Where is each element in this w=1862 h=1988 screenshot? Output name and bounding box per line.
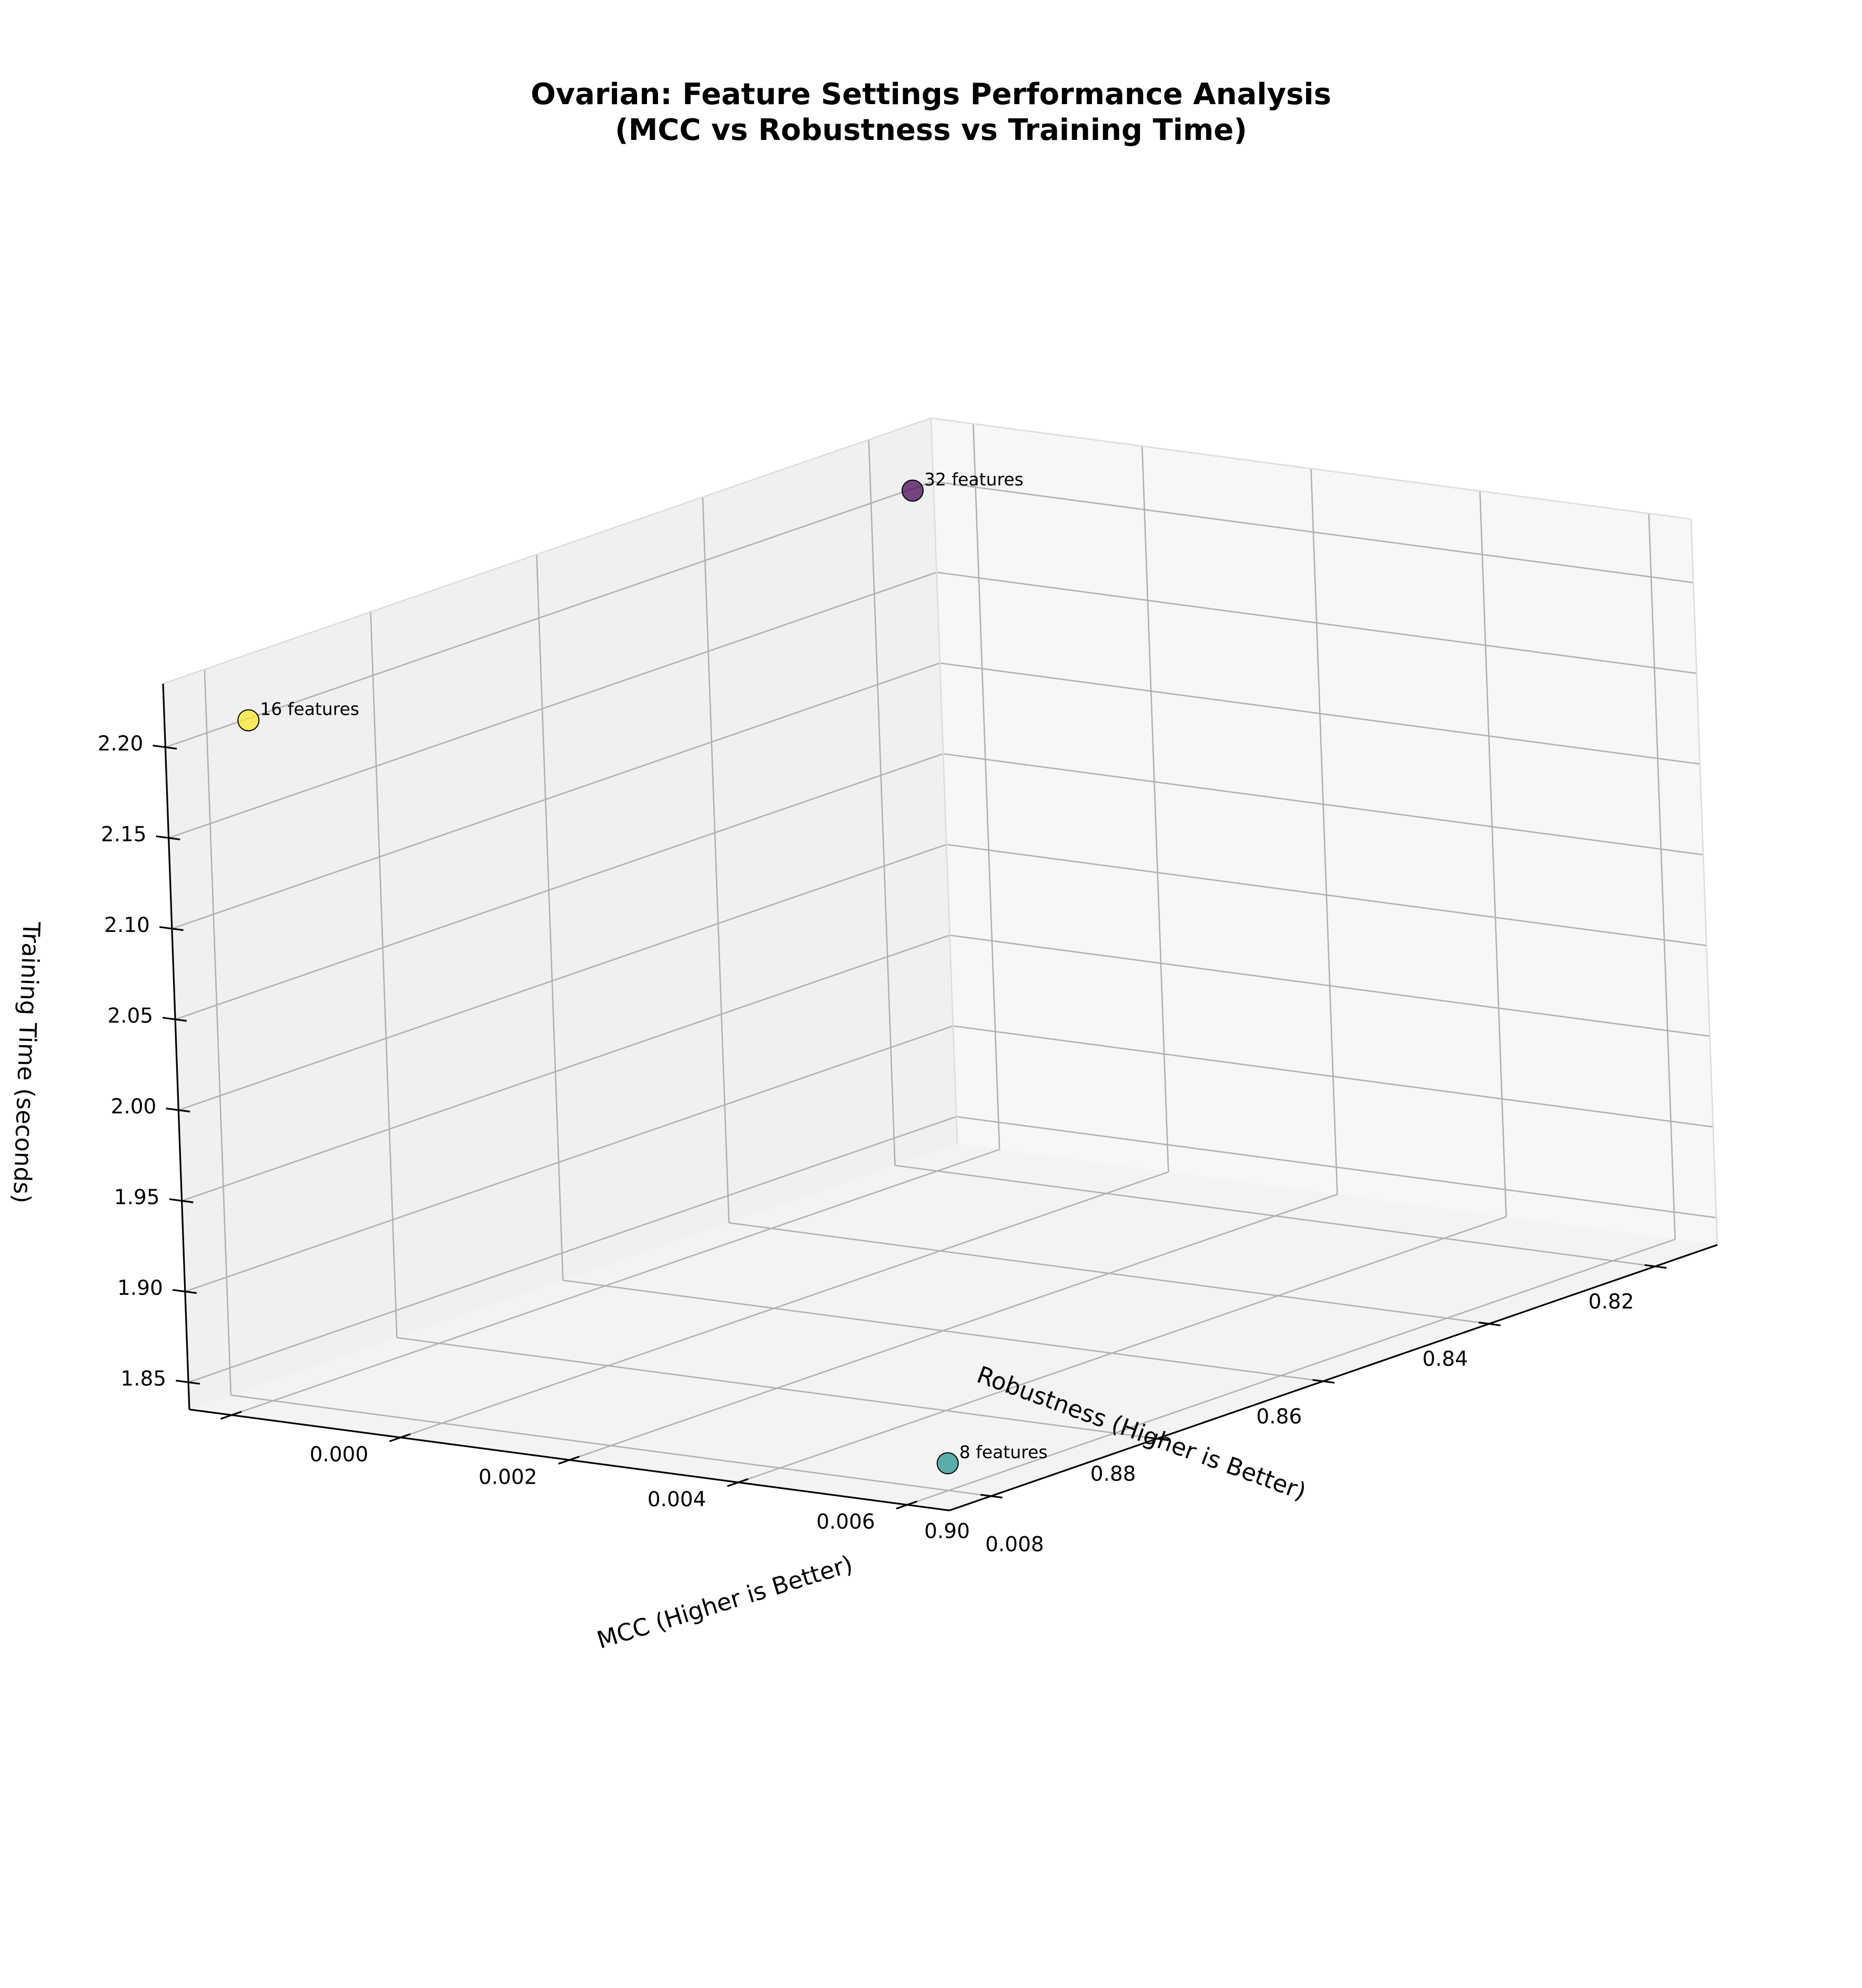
point-label: 32 features (924, 469, 1024, 490)
grid-line-x (1310, 468, 1338, 1195)
pane-edge (930, 418, 958, 1144)
tick-marks: 0.000 0.002 0.004 0.006 0.008 0.82 0.84 0.86 0.8… (98, 732, 1667, 1556)
grid-line-z (181, 935, 950, 1202)
y-tick-mark (1312, 1379, 1335, 1384)
chart-title-line-2: (MCC vs Robustness vs Training Time) (615, 113, 1247, 147)
grid-line-z (936, 571, 1697, 674)
grid-line-z (949, 934, 1710, 1037)
grid-lines (162, 417, 1718, 1506)
x-tick-mark (896, 1500, 918, 1510)
grid-line-y (370, 612, 398, 1338)
grid-line-x (569, 1193, 1338, 1461)
x-axis-line (949, 1244, 1718, 1512)
grid-line-x (1479, 491, 1507, 1217)
data-point (936, 1452, 959, 1475)
x-tick-mark (558, 1455, 580, 1465)
z-tick-label: 2.05 (107, 1004, 153, 1028)
z-tick-mark (163, 1017, 187, 1022)
grid-line-x (738, 1216, 1507, 1483)
z-tick-mark (156, 835, 180, 840)
y-tick-mark (980, 1494, 1003, 1499)
x-axis-label: MCC (Higher is Better) (594, 1550, 856, 1654)
grid-line-z (178, 844, 947, 1111)
z-tick-mark (169, 1198, 194, 1203)
grid-line-z (953, 1025, 1714, 1128)
z-tick-mark (159, 926, 184, 931)
grid-line-z (188, 1116, 957, 1383)
x-tick-label: 0.008 (985, 1533, 1044, 1556)
x-tick-mark (727, 1478, 749, 1487)
axes-panes (163, 418, 1717, 1510)
grid-line-x (231, 1149, 1000, 1416)
grid-line-z (165, 481, 934, 748)
grid-line-y (230, 1394, 991, 1497)
z-tick-mark (176, 1380, 200, 1385)
grid-line-y (868, 439, 896, 1165)
pane-left (163, 418, 957, 1409)
z-tick-label: 2.15 (101, 823, 147, 846)
grid-line-y (397, 1337, 1157, 1439)
grid-line-x (907, 1239, 1676, 1506)
point-label: 8 features (959, 1442, 1048, 1462)
grid-line-x (1141, 446, 1169, 1172)
y-tick-label: 0.84 (1422, 1347, 1468, 1371)
z-tick-label: 1.95 (114, 1185, 160, 1209)
x-tick-label: 0.002 (479, 1465, 538, 1489)
x-tick-mark (220, 1411, 242, 1420)
grid-line-z (168, 572, 937, 839)
z-tick-label: 2.20 (98, 732, 144, 756)
z-tick-mark (172, 1289, 197, 1294)
point-label: 16 features (260, 699, 359, 719)
grid-line-y (728, 1222, 1490, 1325)
y-tick-label: 0.88 (1090, 1463, 1136, 1486)
grid-line-z (939, 662, 1701, 765)
grid-line-y (204, 669, 232, 1395)
x-tick-label: 0.004 (647, 1488, 706, 1512)
grid-line-z (185, 1025, 954, 1292)
pane-edge (163, 417, 932, 685)
x-tick-mark (389, 1433, 411, 1443)
chart-title-line-1: Ovarian: Feature Settings Performance An… (531, 77, 1331, 111)
grid-line-x (400, 1171, 1169, 1438)
y-tick-mark (1478, 1321, 1501, 1326)
x-tick-label: 0.006 (816, 1510, 875, 1534)
grid-line-y (535, 554, 564, 1281)
y-tick-label: 0.90 (924, 1520, 970, 1544)
grid-line-z (175, 753, 944, 1020)
grid-line-z (171, 662, 940, 929)
data-point (237, 709, 260, 732)
grid-line-x (1648, 513, 1676, 1240)
y-tick-label: 0.82 (1588, 1290, 1634, 1314)
grid-line-y (702, 497, 730, 1223)
z-axis-label: Training Time (seconds) (8, 921, 46, 1204)
z-tick-label: 1.85 (120, 1367, 166, 1391)
y-tick-mark (1146, 1436, 1169, 1441)
grid-line-y (895, 1164, 1655, 1267)
z-axis-line (162, 683, 190, 1410)
x-tick-label: 0.000 (310, 1443, 369, 1467)
chart-title: Ovarian: Feature Settings Performance An… (531, 77, 1331, 147)
data-point (902, 479, 924, 502)
z-tick-mark (166, 1108, 190, 1113)
grid-line-x (972, 423, 1000, 1150)
grid-line-z (956, 1115, 1717, 1219)
z-tick-label: 1.90 (117, 1276, 163, 1300)
grid-line-z (933, 481, 1694, 584)
z-tick-label: 2.00 (111, 1095, 157, 1119)
grid-line-y (563, 1280, 1323, 1382)
pane-edge (1690, 519, 1718, 1245)
grid-line-z (943, 753, 1704, 856)
grid-line-z (946, 844, 1707, 947)
data-points: 32 features 16 features 8 features (237, 469, 1048, 1475)
z-tick-label: 2.10 (104, 914, 150, 937)
y-tick-mark (1644, 1264, 1667, 1269)
y-tick-label: 0.86 (1256, 1405, 1302, 1428)
z-tick-mark (153, 745, 177, 750)
pane-edge (930, 417, 1692, 520)
